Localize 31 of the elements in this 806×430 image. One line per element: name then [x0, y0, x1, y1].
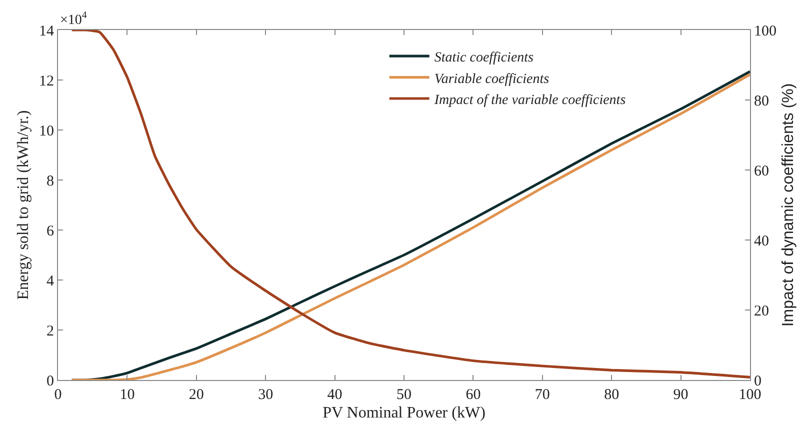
text: ×10$^{4}$ [60, 10, 87, 28]
legend-label: Static coefficients [434, 50, 534, 66]
y-tick-label: 10 [39, 123, 54, 140]
y2-axis-title: Impact of dynamic coefficients (%) [780, 83, 798, 327]
x-tick-label: 60 [466, 387, 481, 403]
y2-tick-label: 100 [754, 23, 776, 40]
x-tick-label: 80 [604, 387, 620, 403]
y-tick-label: 14 [39, 23, 54, 40]
y2-tick-label: 80 [754, 93, 769, 110]
x-tick-label: 90 [673, 387, 688, 403]
y-tick-label: 8 [46, 173, 54, 190]
x-tick-label: 70 [534, 387, 550, 403]
x-tick-label: 100 [738, 387, 762, 403]
x-tick-label: 30 [258, 387, 274, 403]
x-tick-label: 40 [327, 387, 342, 403]
y-tick-label: 4 [46, 273, 54, 290]
legend-label: Impact of the variable coefficients [433, 92, 626, 108]
y2-tick-label: 0 [754, 373, 762, 390]
y-tick-label: 6 [46, 223, 54, 240]
y-tick-label: 0 [46, 373, 54, 390]
y-tick-label: 12 [39, 73, 54, 90]
y2-tick-label: 40 [754, 233, 769, 250]
legend-label: Variable coefficients [434, 72, 550, 87]
y2-tick-label: 60 [754, 163, 769, 180]
y2-tick-label: 20 [754, 303, 769, 320]
x-tick-label: 20 [188, 387, 204, 403]
x-tick-label: 10 [120, 387, 135, 403]
x-tick-label: 50 [396, 387, 412, 403]
x-axis-title: PV Nominal Power (kW) [322, 404, 486, 422]
y-axis-title: Energy sold to grid (kWh/yr.) [14, 110, 32, 300]
y-tick-label: 2 [46, 323, 54, 340]
